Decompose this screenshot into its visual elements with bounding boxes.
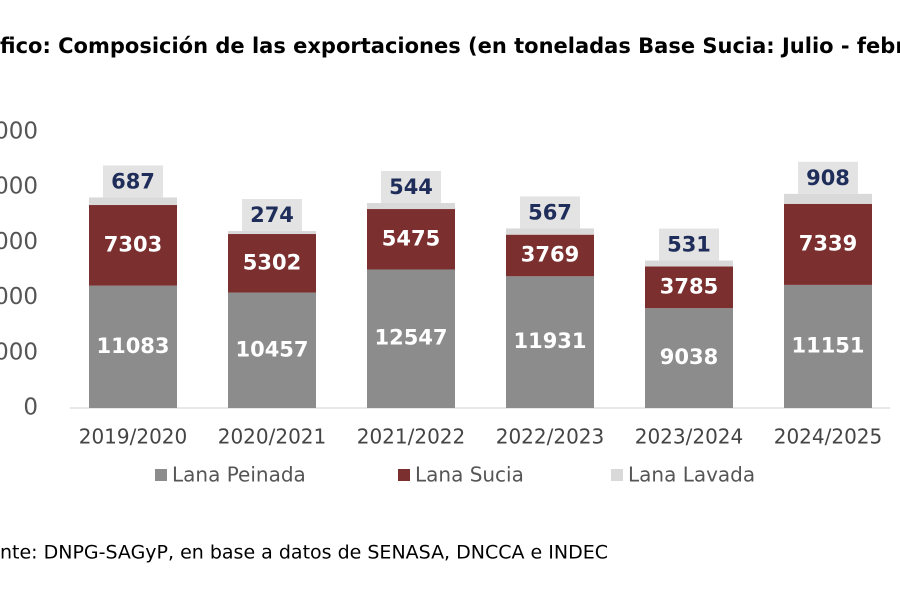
- data-label: 274: [250, 203, 294, 227]
- bar-segment: [89, 197, 177, 206]
- data-label: 11931: [513, 329, 586, 353]
- bar-segment: [784, 203, 872, 285]
- bar-segment: [228, 230, 316, 235]
- label-box: [798, 161, 858, 194]
- data-label: 7339: [799, 231, 857, 255]
- data-label: 5475: [382, 226, 440, 250]
- label-box: [381, 171, 441, 204]
- data-label: 3785: [660, 274, 718, 298]
- label-box: [103, 165, 163, 198]
- bar-segment: [506, 228, 594, 235]
- bar-segment: [228, 234, 316, 293]
- data-label: 908: [806, 166, 850, 190]
- bar-segment: [506, 276, 594, 408]
- data-label: 567: [528, 200, 572, 224]
- data-label: 3769: [521, 242, 579, 266]
- data-label: 11083: [96, 334, 169, 358]
- legend-label: Lana Peinada: [172, 463, 306, 487]
- x-tick-label: 2019/2020: [79, 425, 188, 449]
- bar-segment: [645, 260, 733, 267]
- bar-segment: [228, 292, 316, 408]
- label-box: [242, 198, 302, 231]
- bar-segment: [645, 266, 733, 309]
- bar-segment: [367, 209, 455, 270]
- data-label: 10457: [235, 337, 308, 361]
- source-note: nte: DNPG-SAGyP, en base a datos de SENA…: [0, 542, 608, 564]
- data-label: 687: [111, 169, 155, 193]
- data-label: 12547: [374, 326, 447, 350]
- bar-segment: [89, 205, 177, 286]
- bar-segment: [367, 203, 455, 210]
- data-label: 11151: [791, 333, 864, 357]
- legend-swatch: [398, 469, 410, 481]
- data-label: 7303: [104, 232, 162, 256]
- bar-segment: [784, 193, 872, 204]
- bar-segment: [367, 269, 455, 408]
- data-label: 9038: [660, 345, 718, 369]
- bar-segment: [645, 308, 733, 408]
- bar-segment: [89, 285, 177, 408]
- y-tick-label: 10000: [0, 284, 38, 310]
- x-tick-label: 2024/2025: [774, 425, 883, 449]
- legend-swatch: [611, 469, 623, 481]
- label-box: [659, 228, 719, 261]
- label-box: [520, 196, 580, 229]
- x-tick-label: 2022/2023: [496, 425, 605, 449]
- data-label: 5302: [243, 250, 301, 274]
- x-tick-label: 2023/2024: [635, 425, 744, 449]
- y-tick-label: 25000: [0, 119, 38, 145]
- bar-segment: [784, 284, 872, 408]
- legend-label: Lana Sucia: [415, 463, 524, 487]
- legend-swatch: [155, 469, 167, 481]
- y-tick-label: 5000: [0, 339, 38, 365]
- y-tick-label: 20000: [0, 174, 38, 200]
- x-tick-label: 2020/2021: [218, 425, 327, 449]
- y-tick-label: 15000: [0, 229, 38, 255]
- y-tick-label: 0: [23, 395, 38, 421]
- legend-label: Lana Lavada: [628, 463, 755, 487]
- x-tick-label: 2021/2022: [357, 425, 466, 449]
- data-label: 531: [667, 233, 711, 257]
- bar-segment: [506, 234, 594, 277]
- chart-title: fico: Composición de las exportaciones (…: [0, 34, 900, 58]
- data-label: 544: [389, 175, 433, 199]
